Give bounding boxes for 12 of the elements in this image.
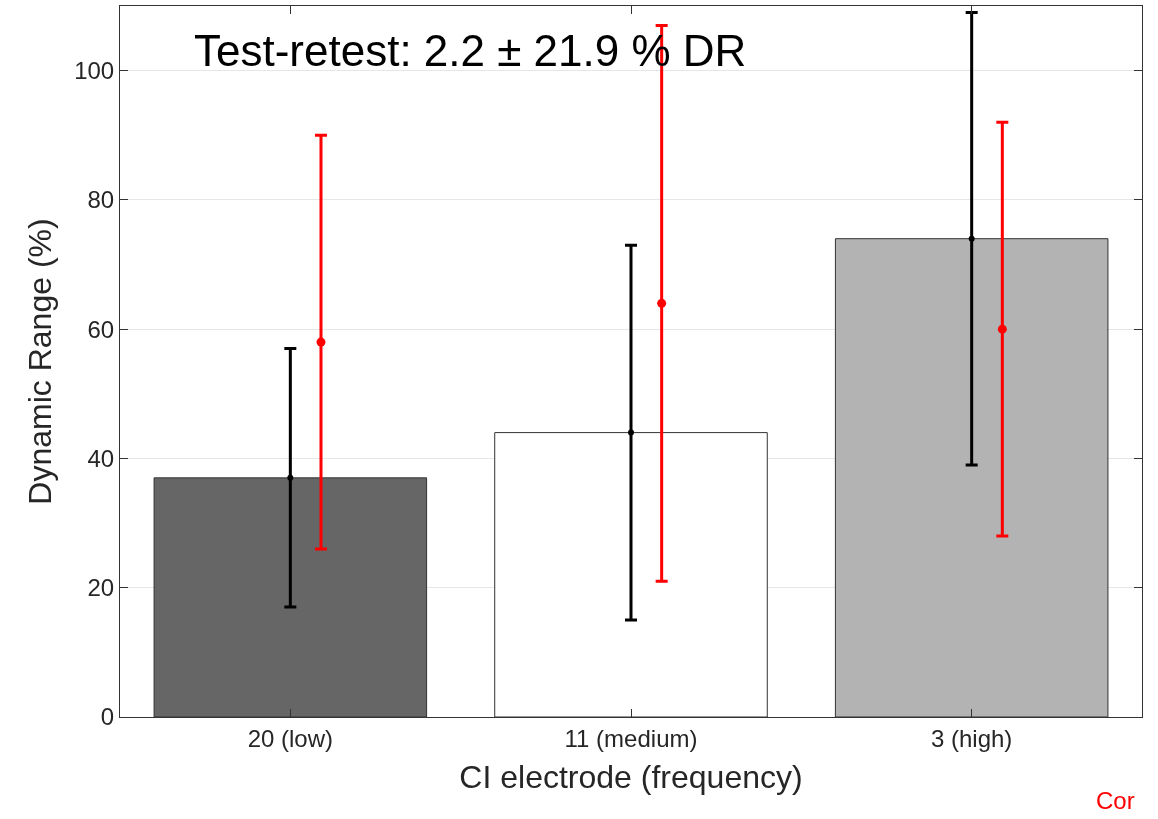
- y-tick-label: 80: [87, 186, 115, 214]
- y-tick-label: 0: [100, 703, 115, 731]
- y-axis-title: Dynamic Range (%): [22, 218, 59, 505]
- x-tick-label: 20 (low): [247, 724, 334, 752]
- y-tick-label: 100: [74, 57, 115, 85]
- x-axis-title: CI electrode (frequency): [459, 758, 803, 795]
- y-tick-label: 60: [87, 315, 115, 343]
- text: Cor: [1096, 787, 1135, 814]
- x-tick-label: 11 (medium): [564, 724, 698, 752]
- y-tick-label: 20: [87, 574, 115, 602]
- y-tick-label: 40: [87, 444, 115, 472]
- x-tick-label: 3 (high): [930, 724, 1013, 752]
